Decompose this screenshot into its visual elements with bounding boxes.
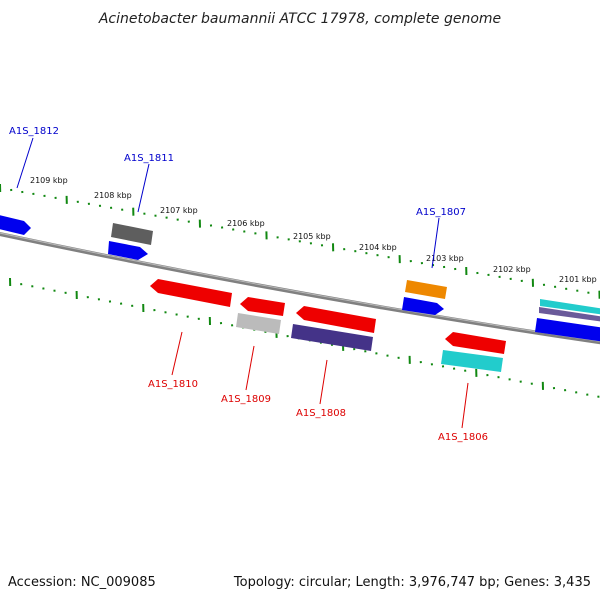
gene-label-a1s-1806[interactable]: A1S_1806 — [438, 432, 488, 443]
leader-a1s-1808 — [319, 359, 328, 405]
gene-label-a1s-1807[interactable]: A1S_1807 — [416, 207, 466, 218]
gene-a1s-1808-block[interactable] — [296, 306, 376, 333]
gene-a1s-1812-block[interactable] — [0, 214, 31, 235]
gene-a1s-1809-gray-block[interactable] — [236, 313, 281, 334]
leader-a1s-1811 — [137, 163, 150, 213]
gene-2101-blue-block[interactable] — [535, 318, 600, 342]
gene-label-a1s-1811[interactable]: A1S_1811 — [124, 153, 174, 164]
genome-backbone — [0, 232, 600, 345]
gene-a1s-1806-block[interactable] — [445, 332, 506, 354]
gene-a1s-1807-orange-block[interactable] — [405, 280, 447, 299]
kbp-label-2108: 2108 kbp — [94, 191, 132, 200]
kbp-label-2101: 2101 kbp — [559, 275, 597, 284]
gene-a1s-1808-navy-block[interactable] — [291, 324, 373, 351]
gene-2101-purple-block[interactable] — [539, 307, 600, 322]
kbp-label-2107: 2107 kbp — [160, 206, 198, 215]
kbp-label-2106: 2106 kbp — [227, 219, 265, 228]
accession-text: Accession: NC_009085 — [8, 575, 156, 590]
gene-a1s-1806-cyan-block[interactable] — [441, 350, 503, 372]
leader-a1s-1809 — [245, 345, 255, 391]
map-title: Acinetobacter baumannii ATCC 17978, comp… — [98, 11, 501, 27]
topology-text: Topology: circular; Length: 3,976,747 bp… — [233, 575, 591, 590]
outer-tick-ring — [0, 183, 600, 299]
kbp-label-2105: 2105 kbp — [293, 232, 331, 241]
leader-a1s-1812 — [16, 137, 34, 189]
leader-a1s-1807 — [431, 217, 440, 269]
inner-tick-ring — [9, 277, 600, 398]
gene-a1s-1807-block[interactable] — [402, 297, 444, 315]
kbp-label-2103: 2103 kbp — [426, 254, 464, 263]
gene-label-a1s-1812[interactable]: A1S_1812 — [9, 126, 59, 137]
gene-a1s-1811-block[interactable] — [108, 241, 148, 260]
gene-label-a1s-1808[interactable]: A1S_1808 — [296, 408, 346, 419]
leader-a1s-1810 — [171, 331, 183, 376]
gene-label-a1s-1810[interactable]: A1S_1810 — [148, 379, 198, 390]
kbp-label-2109: 2109 kbp — [30, 176, 68, 185]
gene-2101-cyan-block[interactable] — [540, 299, 600, 315]
kbp-label-2102: 2102 kbp — [493, 265, 531, 274]
gene-a1s-1809-block[interactable] — [240, 297, 285, 316]
gene-label-a1s-1809[interactable]: A1S_1809 — [221, 394, 271, 405]
kbp-label-2104: 2104 kbp — [359, 243, 397, 252]
gene-a1s-1810-block[interactable] — [150, 279, 232, 307]
gene-a1s-1811-gray-block[interactable] — [111, 223, 153, 245]
genome-backbone-highlight — [0, 232, 600, 342]
leader-a1s-1806 — [461, 382, 469, 429]
